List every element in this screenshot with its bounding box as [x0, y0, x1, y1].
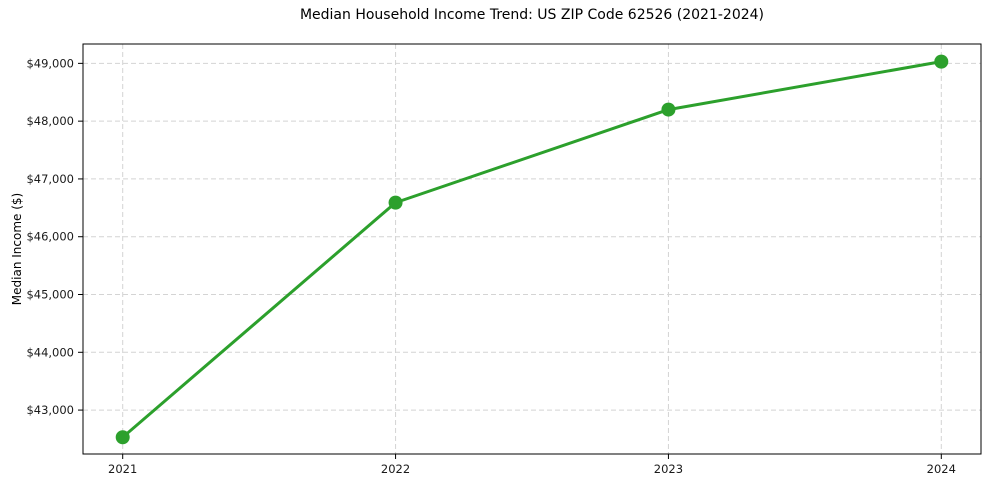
- data-point-2024: [934, 54, 949, 69]
- x-tick-label: 2024: [927, 462, 956, 476]
- y-tick-label: $44,000: [26, 345, 74, 359]
- y-tick-label: $46,000: [26, 230, 74, 244]
- data-point-2023: [661, 102, 676, 117]
- x-tick-label: 2021: [108, 462, 137, 476]
- chart-title: Median Household Income Trend: US ZIP Co…: [299, 7, 765, 23]
- x-tick-label: 2022: [381, 462, 410, 476]
- y-tick-label: $49,000: [26, 56, 74, 70]
- data-point-2021: [115, 430, 130, 445]
- y-tick-label: $48,000: [26, 114, 74, 128]
- x-tick-label: 2023: [654, 462, 683, 476]
- plot-border: [82, 43, 982, 455]
- trend-line: [121, 60, 943, 439]
- y-tick-label: $47,000: [26, 172, 74, 186]
- y-tick-label: $43,000: [26, 403, 74, 417]
- y-tick-label: $45,000: [26, 288, 74, 302]
- data-point-2022: [388, 195, 403, 210]
